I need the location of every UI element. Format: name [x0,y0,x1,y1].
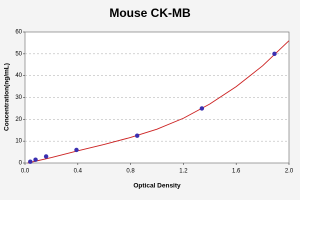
y-tick-label: 60 [15,30,22,36]
y-axis-label: Concentration(ng/mL) [4,63,11,131]
x-tick-label: 0.4 [74,169,83,175]
y-tick-label: 0 [19,161,23,167]
y-tick-label: 50 [15,51,22,57]
x-tick-label: 1.6 [232,169,241,175]
point [28,159,33,164]
x-tick-label: 0.8 [126,169,135,175]
chart: Mouse CK-MB Optical Density Concentratio… [0,0,300,200]
y-tick-label: 40 [15,73,22,79]
point [135,133,140,138]
x-tick-label: 1.2 [179,169,188,175]
y-tick-label: 10 [15,139,22,145]
x-axis-label: Optical Density [133,183,181,190]
chart-title: Mouse CK-MB [109,6,191,20]
x-tick-label: 2.0 [285,169,294,175]
x-tick-label: 0.0 [21,169,30,175]
y-tick-label: 30 [15,95,22,101]
point [74,147,79,153]
y-tick-label: 20 [15,117,22,123]
point [43,154,49,159]
point [272,51,277,57]
point [33,157,38,162]
point [199,106,205,111]
fit-curve [27,40,290,164]
